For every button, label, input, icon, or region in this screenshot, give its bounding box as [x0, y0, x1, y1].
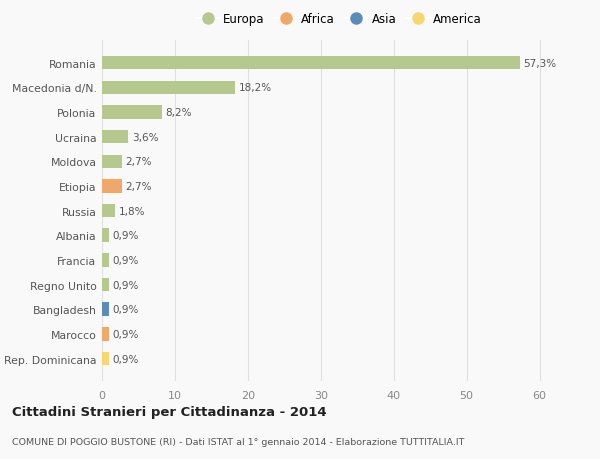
Bar — [102, 81, 235, 95]
Text: 2,7%: 2,7% — [125, 182, 152, 191]
Text: 0,9%: 0,9% — [112, 329, 139, 339]
Bar — [102, 130, 128, 144]
Text: 0,9%: 0,9% — [112, 305, 139, 314]
Bar — [102, 106, 162, 119]
Text: 3,6%: 3,6% — [132, 132, 158, 142]
Text: 0,9%: 0,9% — [112, 280, 139, 290]
Text: 8,2%: 8,2% — [166, 108, 192, 118]
Text: 0,9%: 0,9% — [112, 354, 139, 364]
Bar — [102, 155, 122, 169]
Text: 18,2%: 18,2% — [238, 83, 271, 93]
Text: 0,9%: 0,9% — [112, 231, 139, 241]
Text: 1,8%: 1,8% — [119, 206, 145, 216]
Bar — [102, 253, 109, 267]
Text: 57,3%: 57,3% — [523, 59, 557, 68]
Bar — [102, 180, 122, 193]
Text: 2,7%: 2,7% — [125, 157, 152, 167]
Bar — [102, 327, 109, 341]
Text: 0,9%: 0,9% — [112, 255, 139, 265]
Legend: Europa, Africa, Asia, America: Europa, Africa, Asia, America — [196, 13, 482, 26]
Bar — [102, 57, 520, 70]
Text: COMUNE DI POGGIO BUSTONE (RI) - Dati ISTAT al 1° gennaio 2014 - Elaborazione TUT: COMUNE DI POGGIO BUSTONE (RI) - Dati IST… — [12, 437, 464, 446]
Text: Cittadini Stranieri per Cittadinanza - 2014: Cittadini Stranieri per Cittadinanza - 2… — [12, 405, 326, 419]
Bar — [102, 352, 109, 365]
Bar — [102, 229, 109, 242]
Bar — [102, 204, 115, 218]
Bar — [102, 303, 109, 316]
Bar — [102, 278, 109, 292]
